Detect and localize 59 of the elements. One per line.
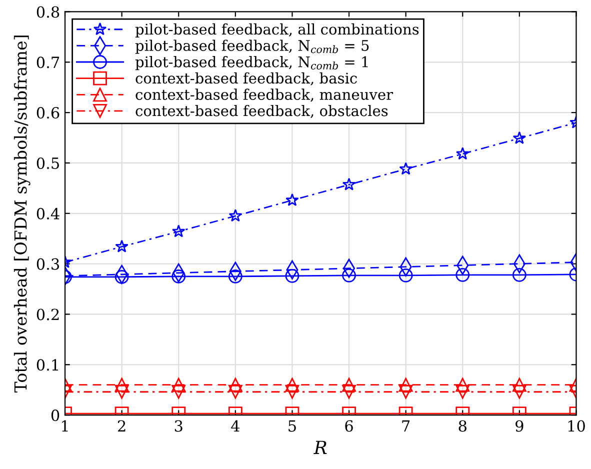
x-tick-label: 5 (288, 420, 296, 432)
point (172, 378, 186, 392)
point (342, 178, 356, 190)
x-axis-title: R (314, 440, 327, 454)
y-tick-label: 0.8 (36, 6, 60, 18)
y-tick-label: 0.1 (36, 359, 58, 371)
point (114, 270, 129, 284)
y-tick-label: 0.5 (36, 157, 59, 169)
x-tick-label: 9 (516, 420, 524, 432)
x-tick-label: 1 (62, 420, 68, 432)
point (512, 378, 526, 392)
x-tick-label: 2 (118, 420, 126, 432)
point (456, 384, 470, 399)
x-tick-label: 4 (231, 420, 240, 432)
legend-label: context-based feedback, obstacles (136, 104, 388, 118)
point (228, 269, 242, 284)
legend-label: pilot-based feedback, N$_{comb}$ = 5 (135, 40, 369, 54)
x-tick-label: 7 (402, 420, 410, 432)
legend-label: context-based feedback, maneuver (136, 88, 394, 102)
point (342, 268, 356, 282)
point (285, 378, 300, 392)
x-tick-label: 10 (568, 420, 585, 432)
point (228, 378, 242, 392)
point (114, 378, 129, 392)
point (286, 193, 299, 206)
point (342, 384, 356, 399)
point (512, 131, 526, 144)
point (342, 378, 356, 392)
point (398, 384, 413, 399)
point (285, 384, 300, 399)
point (398, 268, 413, 282)
point (456, 378, 470, 392)
point (114, 384, 129, 399)
point (172, 269, 186, 284)
point (512, 268, 526, 282)
point (228, 384, 242, 399)
point (512, 384, 526, 399)
legend-label: context-based feedback, basic (136, 72, 357, 86)
y-tick-label: 0.2 (36, 308, 59, 320)
point (456, 146, 470, 160)
y-tick-label: 0.6 (36, 107, 60, 119)
point (115, 240, 128, 252)
y-tick-label: 0.3 (36, 258, 60, 270)
legend-label: pilot-based feedback, all combinations (135, 23, 419, 38)
point (456, 268, 470, 282)
x-tick-label: 8 (458, 420, 466, 432)
y-tick-label: 0 (51, 410, 60, 422)
point (172, 384, 186, 399)
x-tick-label: 6 (345, 420, 353, 432)
point (172, 224, 186, 238)
y-axis-title: Total overhead [OFDM symbols/subframe] (14, 36, 30, 392)
legend-label: pilot-based feedback, N$_{comb}$ = 1 (135, 56, 368, 70)
point (228, 208, 242, 222)
point (398, 378, 413, 392)
y-tick-label: 0.7 (36, 56, 60, 68)
y-tick-label: 0.4 (36, 208, 60, 220)
x-tick-label: 3 (174, 420, 182, 432)
point (285, 268, 300, 283)
point (399, 162, 412, 175)
